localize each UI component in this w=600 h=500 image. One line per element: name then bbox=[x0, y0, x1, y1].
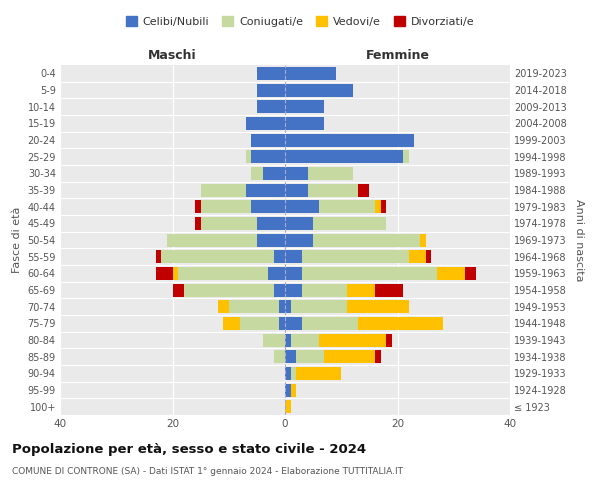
Bar bbox=[263, 334, 285, 346]
Bar bbox=[409, 250, 425, 263]
Text: COMUNE DI CONTRONE (SA) - Dati ISTAT 1° gennaio 2024 - Elaborazione TUTTITALIA.I: COMUNE DI CONTRONE (SA) - Dati ISTAT 1° … bbox=[12, 468, 403, 476]
Bar bbox=[420, 234, 425, 246]
Bar bbox=[347, 300, 409, 313]
Bar bbox=[285, 384, 290, 396]
Bar bbox=[240, 317, 280, 330]
Bar bbox=[200, 217, 257, 230]
Bar bbox=[184, 284, 274, 296]
Bar bbox=[257, 217, 285, 230]
Bar bbox=[358, 184, 370, 196]
Bar bbox=[223, 317, 240, 330]
Bar bbox=[257, 67, 285, 80]
Bar bbox=[200, 200, 251, 213]
Bar bbox=[200, 184, 245, 196]
Bar bbox=[167, 234, 257, 246]
Legend: Celibi/Nubili, Coniugati/e, Vedovi/e, Divorziati/e: Celibi/Nubili, Coniugati/e, Vedovi/e, Di… bbox=[122, 13, 478, 30]
Bar bbox=[375, 200, 380, 213]
Bar bbox=[285, 100, 325, 113]
Bar bbox=[285, 117, 325, 130]
Bar bbox=[268, 267, 285, 280]
Bar bbox=[285, 150, 403, 163]
Bar bbox=[296, 367, 341, 380]
Bar bbox=[285, 234, 313, 246]
Bar bbox=[403, 150, 409, 163]
Bar bbox=[325, 350, 375, 363]
Bar bbox=[274, 284, 285, 296]
Bar bbox=[285, 350, 296, 363]
Bar bbox=[308, 167, 353, 180]
Bar bbox=[290, 384, 296, 396]
Bar bbox=[245, 117, 285, 130]
Bar bbox=[437, 267, 465, 280]
Bar bbox=[313, 217, 386, 230]
Bar bbox=[251, 167, 263, 180]
Bar bbox=[313, 234, 420, 246]
Bar bbox=[251, 134, 285, 146]
Bar bbox=[358, 317, 443, 330]
Bar bbox=[386, 334, 392, 346]
Bar bbox=[195, 217, 200, 230]
Bar bbox=[245, 184, 285, 196]
Bar bbox=[380, 200, 386, 213]
Bar bbox=[251, 200, 285, 213]
Bar bbox=[285, 67, 335, 80]
Bar bbox=[285, 134, 415, 146]
Y-axis label: Anni di nascita: Anni di nascita bbox=[574, 198, 584, 281]
Bar bbox=[308, 184, 358, 196]
Bar bbox=[251, 150, 285, 163]
Bar bbox=[375, 350, 380, 363]
Bar bbox=[155, 267, 173, 280]
Bar bbox=[302, 284, 347, 296]
Bar bbox=[274, 350, 285, 363]
Bar bbox=[173, 284, 184, 296]
Bar bbox=[285, 250, 302, 263]
Bar bbox=[290, 367, 296, 380]
Bar bbox=[280, 317, 285, 330]
Bar bbox=[285, 167, 308, 180]
Bar bbox=[290, 300, 347, 313]
Bar bbox=[285, 367, 290, 380]
Bar bbox=[178, 267, 268, 280]
Bar bbox=[218, 300, 229, 313]
Bar bbox=[155, 250, 161, 263]
Bar bbox=[302, 250, 409, 263]
Text: Popolazione per età, sesso e stato civile - 2024: Popolazione per età, sesso e stato civil… bbox=[12, 442, 366, 456]
Bar bbox=[274, 250, 285, 263]
Text: Femmine: Femmine bbox=[365, 48, 430, 62]
Bar bbox=[263, 167, 285, 180]
Bar bbox=[290, 334, 319, 346]
Bar bbox=[285, 300, 290, 313]
Bar bbox=[285, 184, 308, 196]
Y-axis label: Fasce di età: Fasce di età bbox=[12, 207, 22, 273]
Bar bbox=[375, 284, 403, 296]
Bar bbox=[257, 84, 285, 96]
Bar bbox=[302, 317, 358, 330]
Bar bbox=[245, 150, 251, 163]
Bar bbox=[285, 284, 302, 296]
Bar bbox=[425, 250, 431, 263]
Bar bbox=[161, 250, 274, 263]
Text: Maschi: Maschi bbox=[148, 48, 197, 62]
Bar bbox=[285, 84, 353, 96]
Bar bbox=[296, 350, 325, 363]
Bar bbox=[173, 267, 178, 280]
Bar bbox=[347, 284, 375, 296]
Bar bbox=[280, 300, 285, 313]
Bar bbox=[195, 200, 200, 213]
Bar bbox=[319, 200, 375, 213]
Bar bbox=[285, 200, 319, 213]
Bar bbox=[302, 267, 437, 280]
Bar bbox=[285, 334, 290, 346]
Bar bbox=[229, 300, 280, 313]
Bar bbox=[285, 217, 313, 230]
Bar bbox=[285, 400, 290, 413]
Bar bbox=[319, 334, 386, 346]
Bar bbox=[285, 317, 302, 330]
Bar bbox=[257, 100, 285, 113]
Bar bbox=[257, 234, 285, 246]
Bar bbox=[285, 267, 302, 280]
Bar bbox=[465, 267, 476, 280]
